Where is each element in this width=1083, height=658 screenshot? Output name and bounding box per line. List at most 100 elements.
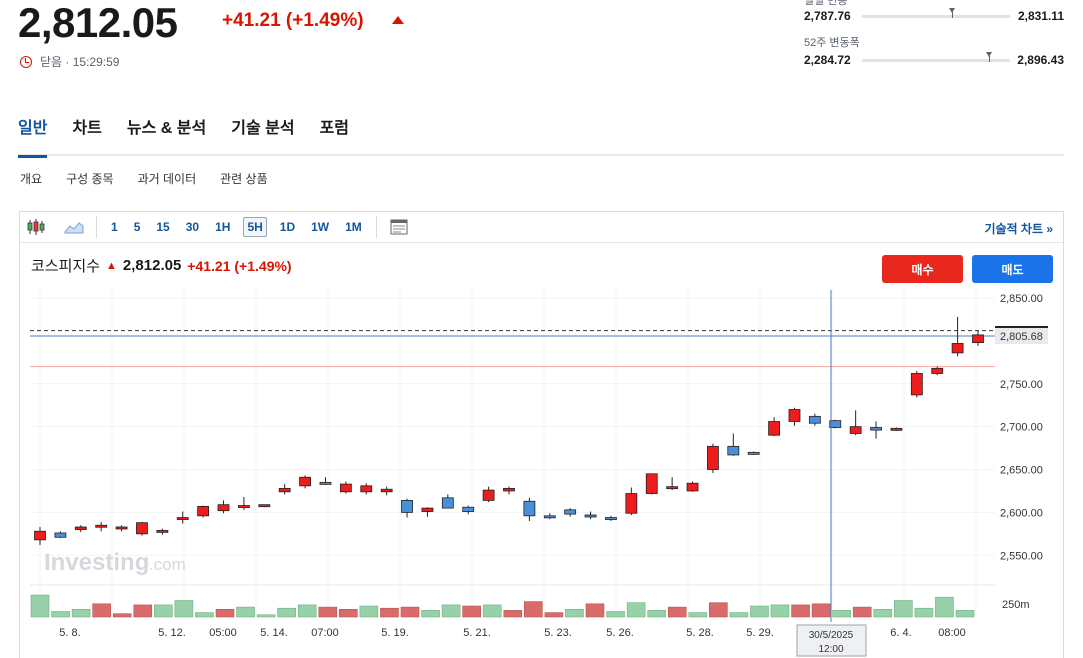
volume-bar: [914, 607, 934, 618]
volume-bar: [236, 606, 255, 618]
buy-button[interactable]: 매수: [882, 255, 963, 283]
x-axis-tick-label: 5. 14.: [260, 627, 288, 639]
volume-bar: [174, 600, 194, 618]
chart-settings-icon[interactable]: [383, 212, 415, 243]
volume-bar: [709, 602, 728, 618]
current-price: 2,812.05: [18, 0, 178, 46]
week52-range-label: 52주 변동폭: [804, 37, 860, 49]
candle-body: [523, 500, 536, 517]
volume-bar: [318, 606, 338, 618]
tab-technical[interactable]: 기술 분석: [231, 120, 295, 137]
volume-bar: [852, 606, 872, 618]
candle-body: [380, 488, 393, 493]
volume-bar: [750, 605, 769, 618]
candlestick-icon[interactable]: [20, 212, 52, 243]
candle-body: [54, 532, 67, 538]
volume-axis-label: 250m: [1002, 599, 1030, 611]
y-axis-tick-label: 2,700.00: [1000, 422, 1043, 434]
candle-body: [197, 505, 210, 517]
y-axis-tick-label: 2,650.00: [1000, 465, 1043, 477]
area-chart-icon[interactable]: [58, 212, 90, 243]
volume-bar: [894, 600, 913, 618]
candle-body: [299, 476, 311, 487]
tab-forum[interactable]: 포럼: [319, 120, 350, 137]
current-price-label-box: [995, 328, 1048, 345]
week52-range-low: 2,284.72: [804, 53, 851, 67]
x-axis-tick-label: 6. 4.: [890, 627, 911, 639]
interval-30[interactable]: 30: [185, 220, 200, 234]
sell-button[interactable]: 매도: [972, 255, 1053, 283]
interval-1d[interactable]: 1D: [279, 220, 296, 234]
chart-toolbar: 1 5 15 30 1H 5H 1D 1W 1M 기술적 차트 »: [20, 212, 1063, 243]
current-price-label: 2,805.68: [1000, 331, 1043, 343]
interval-15[interactable]: 15: [156, 220, 170, 234]
candle-body: [890, 427, 903, 431]
volume-bar: [462, 605, 481, 618]
volume-bar: [133, 604, 153, 618]
candle-body: [95, 524, 108, 528]
x-axis-tick-label: 5. 21.: [463, 627, 491, 639]
candle-body: [788, 409, 801, 422]
x-axis-tick-label: 5. 19.: [381, 627, 409, 639]
volume-bar: [30, 594, 50, 618]
interval-5[interactable]: 5: [133, 220, 141, 234]
volume-bar: [400, 606, 420, 618]
x-axis-tick-label: 5. 8.: [59, 627, 80, 639]
interval-1m[interactable]: 1M: [345, 220, 362, 234]
tab-overview[interactable]: 일반: [18, 116, 48, 158]
week52-range-marker-icon: [986, 51, 993, 57]
volume-bar: [277, 607, 296, 618]
subnav-overview[interactable]: 개요: [20, 172, 43, 186]
crosshair-date-box: [796, 624, 867, 657]
candle-body: [625, 493, 638, 514]
candle-body: [666, 486, 679, 490]
interval-1h[interactable]: 1H: [215, 220, 231, 234]
watermark-suffix: .com: [149, 555, 186, 574]
crosshair-date-label: 30/5/2025: [809, 630, 854, 641]
watermark-brand: Investing: [44, 549, 149, 576]
day-range-bar: [862, 7, 1010, 18]
x-axis-tick-label: 5. 12.: [158, 627, 186, 639]
crosshair-time-label: 12:00: [818, 644, 843, 655]
x-axis-tick-label: 5. 26.: [606, 627, 634, 639]
technical-chart-link[interactable]: 기술적 차트 »: [984, 222, 1053, 236]
candle-body: [707, 445, 719, 470]
candle-body: [931, 367, 944, 374]
volume-bar: [606, 611, 625, 618]
volume-bar: [667, 606, 687, 618]
subnav-related[interactable]: 관련 상품: [220, 172, 268, 186]
candlestick-chart[interactable]: Investing .com 2,850.00 2,750.00 2,700.00 2,6…: [20, 212, 1065, 658]
subnav-historical-data[interactable]: 과거 데이터: [137, 172, 197, 186]
interval-1[interactable]: 1: [111, 220, 118, 234]
volume-bar: [112, 613, 132, 618]
candle-body: [421, 507, 434, 512]
y-axis-tick-label: 2,550.00: [1000, 550, 1043, 562]
candle-body: [645, 473, 658, 494]
legend-price: 2,812.05: [122, 257, 182, 274]
candle-body: [951, 343, 964, 354]
x-axis-tick-label: 08:00: [938, 627, 966, 639]
candle-body: [176, 517, 189, 520]
legend-index-name: 코스피지수: [31, 258, 101, 275]
subnav-components[interactable]: 구성 종목: [66, 172, 114, 186]
legend-change: +41.21 (+1.49%): [187, 257, 292, 274]
price-change: +41.21 (+1.49%): [222, 10, 364, 31]
chart-container: 1 5 15 30 1H 5H 1D 1W 1M 기술적 차트 » 코스피지수 …: [19, 211, 1064, 658]
market-status-text: 닫음 · 15:29:59: [40, 55, 120, 69]
volume-bar: [503, 610, 523, 618]
volume-bar: [256, 614, 276, 618]
x-axis-tick-label: 5. 23.: [544, 627, 572, 639]
day-range: 일일 변동 2,787.76 2,831.11: [804, 0, 1064, 24]
candle-body: [74, 526, 87, 530]
day-range-label: 일일 변동: [804, 0, 848, 7]
volume-bar: [585, 603, 605, 618]
interval-1w[interactable]: 1W: [311, 220, 330, 234]
x-axis-tick-label: 05:00: [209, 627, 237, 639]
candle-body: [441, 497, 454, 509]
interval-5h[interactable]: 5H: [243, 217, 267, 237]
market-status: 닫음 · 15:29:59: [20, 53, 119, 70]
volume-bar: [729, 612, 749, 618]
tab-news[interactable]: 뉴스 & 분석: [126, 120, 207, 137]
volume-bar: [688, 612, 708, 618]
tab-chart[interactable]: 차트: [72, 120, 102, 137]
